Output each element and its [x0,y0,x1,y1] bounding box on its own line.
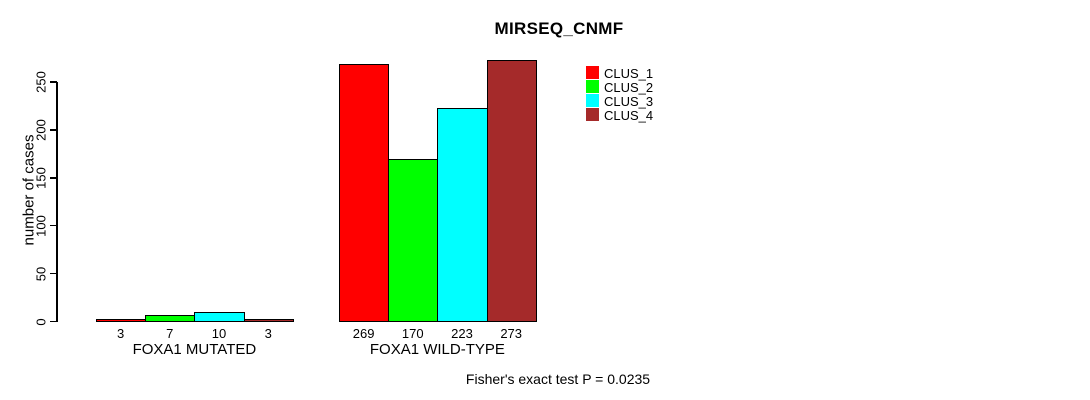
bar-value-label-clus-3-foxa1-wild-type: 223 [451,326,473,341]
y-axis-line [56,81,58,322]
x-category-label-foxa1-wild-type: FOXA1 WILD-TYPE [369,341,505,358]
legend-swatch-clus-3 [586,94,599,107]
y-tick-mark-150 [50,177,57,179]
bar-value-label-clus-2-foxa1-mutated: 7 [166,326,174,341]
bar-value-label-clus-1-foxa1-wild-type: 269 [352,326,375,341]
y-tick-label-0: 0 [33,317,49,326]
y-tick-label-100: 100 [33,214,49,237]
x-category-label-foxa1-mutated: FOXA1 MUTATED [132,341,257,358]
legend-label-clus-4: CLUS_4 [604,107,654,123]
bar-value-label-clus-4-foxa1-mutated: 3 [264,326,272,341]
footer-note: Fisher's exact test P = 0.0235 [465,371,651,387]
legend-swatch-clus-2 [586,80,599,93]
y-tick-label-50: 50 [33,266,49,281]
y-tick-mark-250 [50,81,57,83]
y-tick-mark-50 [50,272,57,275]
bar-clus-1-foxa1-wild-type [339,63,390,322]
legend-swatch-clus-4 [586,108,599,121]
legend-label-clus-3: CLUS_3 [604,93,654,109]
bar-value-label-clus-3-foxa1-mutated: 10 [211,326,227,341]
bar-clus-1-foxa1-mutated [96,318,147,322]
bar-clus-2-foxa1-mutated [145,314,196,322]
bar-clus-3-foxa1-wild-type [437,107,488,322]
bar-value-label-clus-4-foxa1-wild-type: 273 [500,326,523,341]
legend-label-clus-2: CLUS_2 [604,79,654,95]
y-tick-mark-200 [50,129,57,131]
bar-clus-3-foxa1-mutated [194,311,245,322]
y-tick-mark-0 [50,320,57,323]
bar-clus-4-foxa1-wild-type [486,59,537,322]
bar-clus-2-foxa1-wild-type [388,158,439,322]
legend-swatch-clus-1 [586,66,599,79]
y-tick-label-250: 250 [33,71,49,93]
chart-title: MIRSEQ_CNMF [494,19,624,38]
y-tick-label-150: 150 [33,166,49,189]
y-tick-label-200: 200 [33,119,49,141]
bar-clus-4-foxa1-mutated [243,318,294,322]
bar-value-label-clus-2-foxa1-wild-type: 170 [401,326,424,341]
y-tick-mark-100 [50,224,57,227]
bar-value-label-clus-1-foxa1-mutated: 3 [116,326,125,341]
legend-label-clus-1: CLUS_1 [604,65,654,81]
